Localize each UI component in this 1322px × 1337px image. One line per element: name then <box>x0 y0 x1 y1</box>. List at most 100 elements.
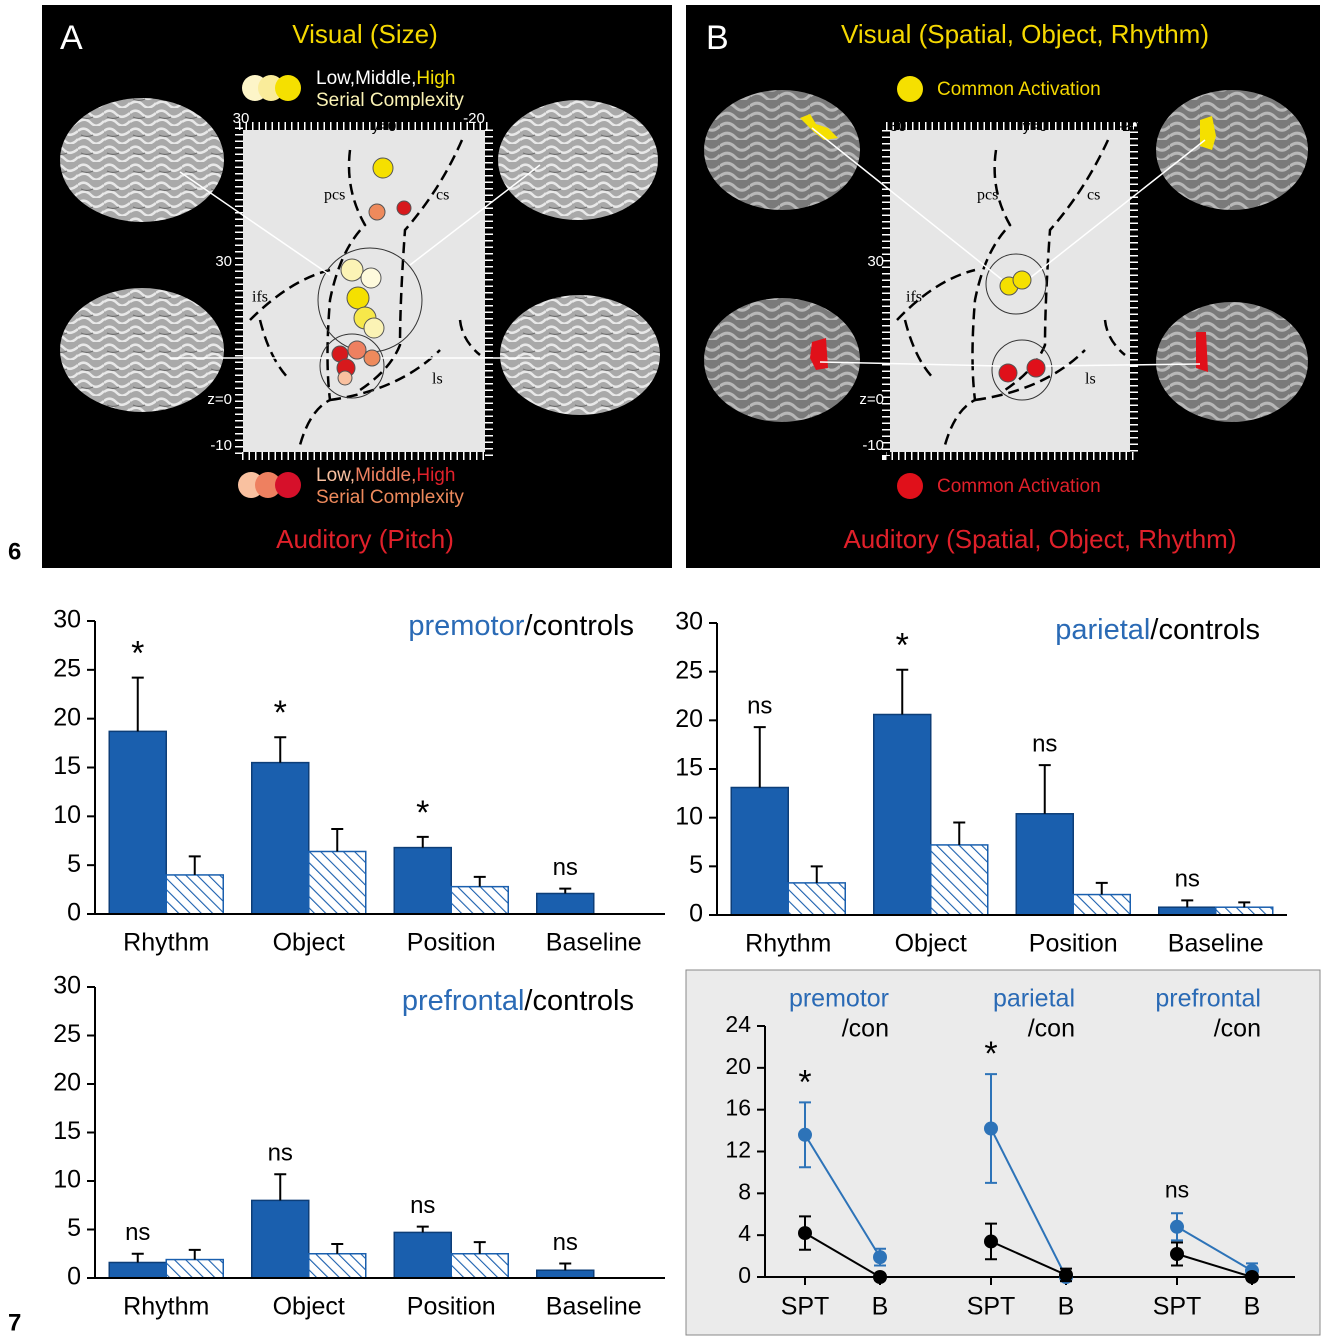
y-tick-label: 25 <box>675 656 703 684</box>
data-point <box>1059 1268 1073 1282</box>
legend-low: Low, <box>316 465 355 486</box>
bar <box>394 848 451 914</box>
brain <box>500 295 660 415</box>
bar <box>931 845 988 915</box>
y-tick-label: 24 <box>725 1011 751 1037</box>
title-suffix: /controls <box>524 610 634 642</box>
title-suffix: /controls <box>1150 614 1260 646</box>
y-tick-label: 30 <box>53 606 81 634</box>
brain <box>704 90 860 210</box>
y-tick-label: 16 <box>725 1095 751 1121</box>
y-tick-label: 25 <box>53 1020 81 1048</box>
error-bar <box>559 1263 571 1270</box>
significance-label: ns <box>410 1192 435 1219</box>
sulcus-label: pcs <box>324 187 345 204</box>
y-tick-label: 0 <box>67 1263 81 1291</box>
x-tick-label: SPT <box>967 1293 1016 1321</box>
chart-title: parietal/controls <box>1055 614 1260 646</box>
group-subtitle: /con <box>842 1015 889 1043</box>
y-tick-label: 30 <box>53 972 81 1000</box>
x-tick-label: B <box>1058 1293 1075 1321</box>
significance-label: ns <box>553 854 578 881</box>
legend-high: High <box>416 465 455 486</box>
y-tick-label: 25 <box>53 654 81 682</box>
x-tick-label: B <box>1244 1293 1261 1321</box>
brain <box>1156 302 1308 422</box>
significance-label: * <box>984 1035 997 1073</box>
panel-bottom-title: Auditory (Spatial, Object, Rhythm) <box>843 524 1236 554</box>
legend-low: Low, <box>316 68 355 89</box>
y-tick-label: 0 <box>67 899 81 927</box>
significance-label: ns <box>1165 1176 1189 1202</box>
map-tick-label: -20 <box>463 110 485 127</box>
bar <box>451 887 508 914</box>
error-bar <box>274 737 286 762</box>
panel-letter: B <box>706 19 729 57</box>
data-point <box>984 1234 998 1248</box>
x-tick-label: B <box>872 1293 889 1321</box>
y-tick-label: 10 <box>53 1166 81 1194</box>
map-tick-label: z=0 <box>859 391 884 408</box>
title-suffix: /controls <box>524 985 634 1017</box>
data-point <box>873 1250 887 1264</box>
bar <box>166 875 223 914</box>
bar <box>109 1262 166 1278</box>
y-tick-label: 10 <box>53 801 81 829</box>
data-point <box>798 1128 812 1142</box>
x-tick-label: Baseline <box>546 1293 642 1321</box>
error-bar <box>417 1227 429 1233</box>
brain <box>498 100 658 220</box>
y-tick-label: 4 <box>738 1220 751 1246</box>
significance-label: * <box>131 635 144 673</box>
legend-middle: Middle, <box>355 68 416 89</box>
y-tick-label: 8 <box>738 1178 751 1204</box>
bar <box>166 1260 223 1278</box>
map-tick-label: z=0 <box>207 391 232 408</box>
y-tick-label: 20 <box>675 705 703 733</box>
map-tick-label: 30 <box>215 253 232 270</box>
sulcus-label: cs <box>436 187 449 204</box>
map-tick-label: 30 <box>890 118 907 135</box>
data-point <box>1170 1247 1184 1261</box>
map-tick-label: y=0 <box>1023 118 1048 135</box>
x-tick-label: Position <box>407 929 496 957</box>
panel-title: Visual (Size) <box>292 19 437 49</box>
bar <box>731 787 788 915</box>
x-tick-label: Baseline <box>1168 930 1264 958</box>
panel-title: Visual (Spatial, Object, Rhythm) <box>841 19 1209 49</box>
bar <box>109 731 166 914</box>
chart-title: prefrontal/controls <box>402 985 634 1017</box>
x-tick-label: SPT <box>781 1293 830 1321</box>
x-tick-label: Object <box>273 929 345 957</box>
bar <box>1216 907 1273 915</box>
data-point <box>1245 1270 1259 1284</box>
bar <box>394 1232 451 1278</box>
legend-text: Low,Middle,High <box>316 68 455 89</box>
bar <box>1016 814 1073 915</box>
y-tick-label: 0 <box>689 900 703 928</box>
error-bar <box>754 727 766 787</box>
legend-text: Low,Middle,High <box>316 465 455 486</box>
significance-label: * <box>798 1063 811 1101</box>
bar <box>1159 907 1216 915</box>
sulcus-label: ls <box>1085 371 1096 388</box>
x-tick-label: Position <box>1029 930 1118 958</box>
title-region: prefrontal <box>402 985 525 1017</box>
significance-label: ns <box>1032 730 1057 757</box>
significance-label: * <box>416 794 429 832</box>
error-bar <box>189 856 201 875</box>
error-bar <box>331 829 343 851</box>
y-tick-label: 15 <box>53 752 81 780</box>
figure-number: 7 <box>8 1309 21 1336</box>
legend-middle: Middle, <box>355 465 416 486</box>
figure-page: A Visual (Size) pcs cs ifs ls 30 y=0 -20… <box>0 0 1322 1337</box>
data-point <box>798 1226 812 1240</box>
group-subtitle: /con <box>1214 1015 1261 1043</box>
x-tick-label: Baseline <box>546 929 642 957</box>
bar <box>1073 895 1130 915</box>
legend-dot <box>897 76 923 102</box>
error-bar <box>1181 900 1193 907</box>
legend-text: Common Activation <box>937 476 1101 497</box>
x-tick-label: Object <box>273 1293 345 1321</box>
group-subtitle: /con <box>1028 1015 1075 1043</box>
